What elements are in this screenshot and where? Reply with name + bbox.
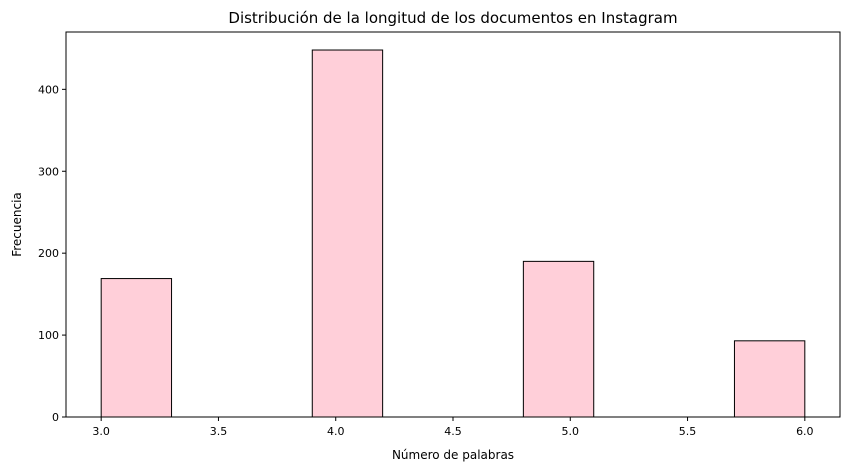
x-axis-ticks: 3.0 3.5 4.0 4.5 5.0 5.5 6.0 — [92, 417, 814, 438]
x-tick-label: 4.5 — [444, 425, 462, 438]
x-tick-label: 5.0 — [562, 425, 580, 438]
y-tick-label: 0 — [52, 411, 59, 424]
histogram-bar — [733, 340, 806, 418]
histogram-bar — [522, 260, 595, 418]
y-axis-ticks: 0 100 200 300 400 — [38, 83, 66, 424]
histogram-bar — [100, 278, 173, 418]
y-axis-label: Frecuencia — [10, 192, 24, 257]
x-tick-label: 4.0 — [327, 425, 345, 438]
y-tick-label: 400 — [38, 83, 59, 96]
histogram-bar — [311, 49, 384, 418]
chart-title: Distribución de la longitud de los docum… — [228, 9, 677, 27]
y-tick-label: 200 — [38, 247, 59, 260]
x-tick-label: 3.0 — [92, 425, 110, 438]
x-tick-label: 3.5 — [210, 425, 228, 438]
x-tick-label: 5.5 — [679, 425, 697, 438]
y-tick-label: 300 — [38, 165, 59, 178]
plot-frame — [65, 31, 841, 418]
bars-group — [100, 49, 806, 418]
x-tick-label: 6.0 — [796, 425, 814, 438]
x-axis-label: Número de palabras — [392, 448, 514, 462]
y-tick-label: 100 — [38, 329, 59, 342]
